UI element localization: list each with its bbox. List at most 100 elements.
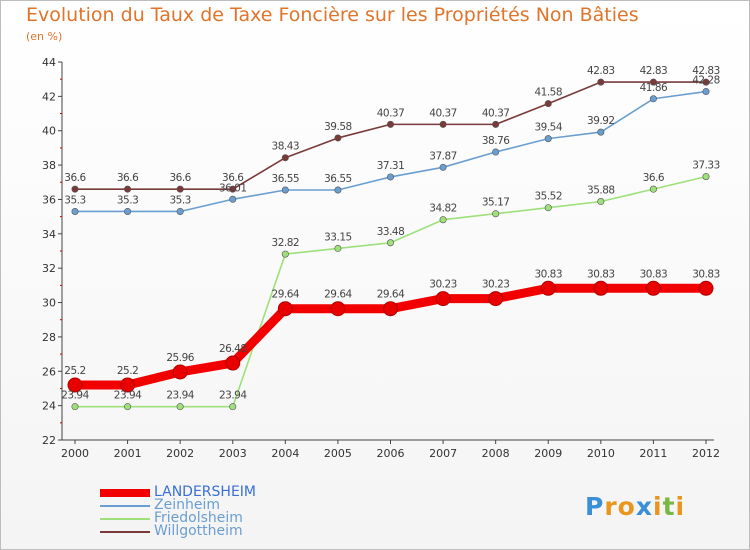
data-label: 30.23 xyxy=(482,279,510,291)
data-point xyxy=(597,78,605,86)
x-tick-label: 2006 xyxy=(377,447,405,460)
y-tick-label: 44 xyxy=(42,56,56,69)
x-tick-label: 2010 xyxy=(587,447,615,460)
x-tick-label: 2004 xyxy=(271,447,299,460)
chart-title: Evolution du Taux de Taxe Foncière sur l… xyxy=(26,4,639,26)
data-label: 23.94 xyxy=(166,390,194,402)
data-label: 29.64 xyxy=(272,289,300,301)
data-label: 35.3 xyxy=(169,194,190,206)
logo-letter: t xyxy=(662,492,676,521)
data-label: 38.76 xyxy=(482,135,510,147)
data-label: 40.37 xyxy=(377,107,405,119)
data-point xyxy=(649,185,657,193)
data-point xyxy=(281,186,289,194)
data-label: 42.83 xyxy=(640,65,668,77)
x-tick-label: 2012 xyxy=(692,447,720,460)
data-point xyxy=(334,244,342,252)
data-point xyxy=(439,216,447,224)
logo-letter: o xyxy=(617,492,636,521)
data-point xyxy=(176,207,184,215)
data-point xyxy=(649,95,657,103)
data-label: 41.58 xyxy=(534,87,562,99)
data-point xyxy=(281,154,289,162)
data-point xyxy=(698,280,714,296)
data-point xyxy=(71,207,79,215)
data-label: 37.33 xyxy=(692,160,720,172)
data-label: 30.83 xyxy=(534,268,562,280)
data-point xyxy=(386,120,394,128)
data-label: 36.6 xyxy=(643,172,665,184)
data-point xyxy=(702,78,710,86)
data-point xyxy=(120,377,136,393)
data-label: 30.83 xyxy=(587,268,615,280)
data-point xyxy=(645,280,661,296)
y-tick-label: 24 xyxy=(42,400,56,413)
x-tick-label: 2007 xyxy=(429,447,457,460)
legend-swatch xyxy=(100,531,150,533)
legend-label: LANDERSHEIM xyxy=(154,484,256,500)
data-point xyxy=(540,280,556,296)
data-point xyxy=(172,364,188,380)
data-point xyxy=(71,185,79,193)
data-label: 23.94 xyxy=(114,390,142,402)
data-label: 36.55 xyxy=(324,173,352,185)
data-label: 36.6 xyxy=(222,172,244,184)
data-label: 30.83 xyxy=(692,268,720,280)
data-label: 26.48 xyxy=(219,343,247,355)
legend-label: Friedolsheim xyxy=(154,510,243,526)
data-label: 35.17 xyxy=(482,197,510,209)
data-point xyxy=(383,301,398,317)
data-label: 29.64 xyxy=(324,289,352,301)
data-point xyxy=(492,148,500,156)
data-point xyxy=(334,134,342,142)
data-point xyxy=(492,120,500,128)
data-label: 39.58 xyxy=(324,121,352,133)
data-point xyxy=(544,135,552,143)
data-point xyxy=(702,173,710,181)
y-tick-label: 28 xyxy=(42,331,56,344)
y-tick-label: 32 xyxy=(42,262,56,275)
x-tick-label: 2005 xyxy=(324,447,352,460)
data-point xyxy=(439,163,447,171)
data-label: 35.3 xyxy=(117,194,138,206)
data-point xyxy=(649,78,657,86)
data-label: 23.94 xyxy=(219,390,247,402)
x-tick-label: 2002 xyxy=(166,447,194,460)
data-label: 25.96 xyxy=(166,352,194,364)
data-point xyxy=(71,403,79,411)
y-tick-label: 40 xyxy=(42,125,56,138)
data-point xyxy=(702,88,710,96)
data-point xyxy=(386,239,394,247)
data-label: 25.2 xyxy=(64,365,85,377)
data-point xyxy=(124,403,132,411)
data-point xyxy=(488,291,504,307)
data-point xyxy=(544,100,552,108)
data-point xyxy=(229,403,237,411)
x-tick-label: 2003 xyxy=(219,447,247,460)
data-label: 36.6 xyxy=(117,172,139,184)
data-label: 33.48 xyxy=(377,226,405,238)
data-point xyxy=(176,185,184,193)
data-point xyxy=(330,301,346,317)
legend-swatch xyxy=(100,518,150,520)
proxiti-logo: Proxiti xyxy=(585,492,685,521)
y-tick-label: 22 xyxy=(42,434,56,447)
legend-swatch xyxy=(100,489,150,497)
data-point xyxy=(492,210,500,218)
logo-letter: P xyxy=(585,492,605,521)
data-label: 33.15 xyxy=(324,231,352,243)
data-label: 30.23 xyxy=(429,279,457,291)
legend-swatch xyxy=(100,505,150,507)
data-label: 39.92 xyxy=(587,115,615,127)
data-label: 30.83 xyxy=(640,268,668,280)
logo-letter: r xyxy=(604,492,618,521)
data-point xyxy=(439,120,447,128)
y-tick-label: 30 xyxy=(42,297,56,310)
logo-letter: x xyxy=(635,492,653,521)
data-point xyxy=(597,198,605,206)
y-tick-label: 38 xyxy=(42,159,56,172)
data-point xyxy=(67,377,83,393)
data-label: 35.88 xyxy=(587,185,615,197)
